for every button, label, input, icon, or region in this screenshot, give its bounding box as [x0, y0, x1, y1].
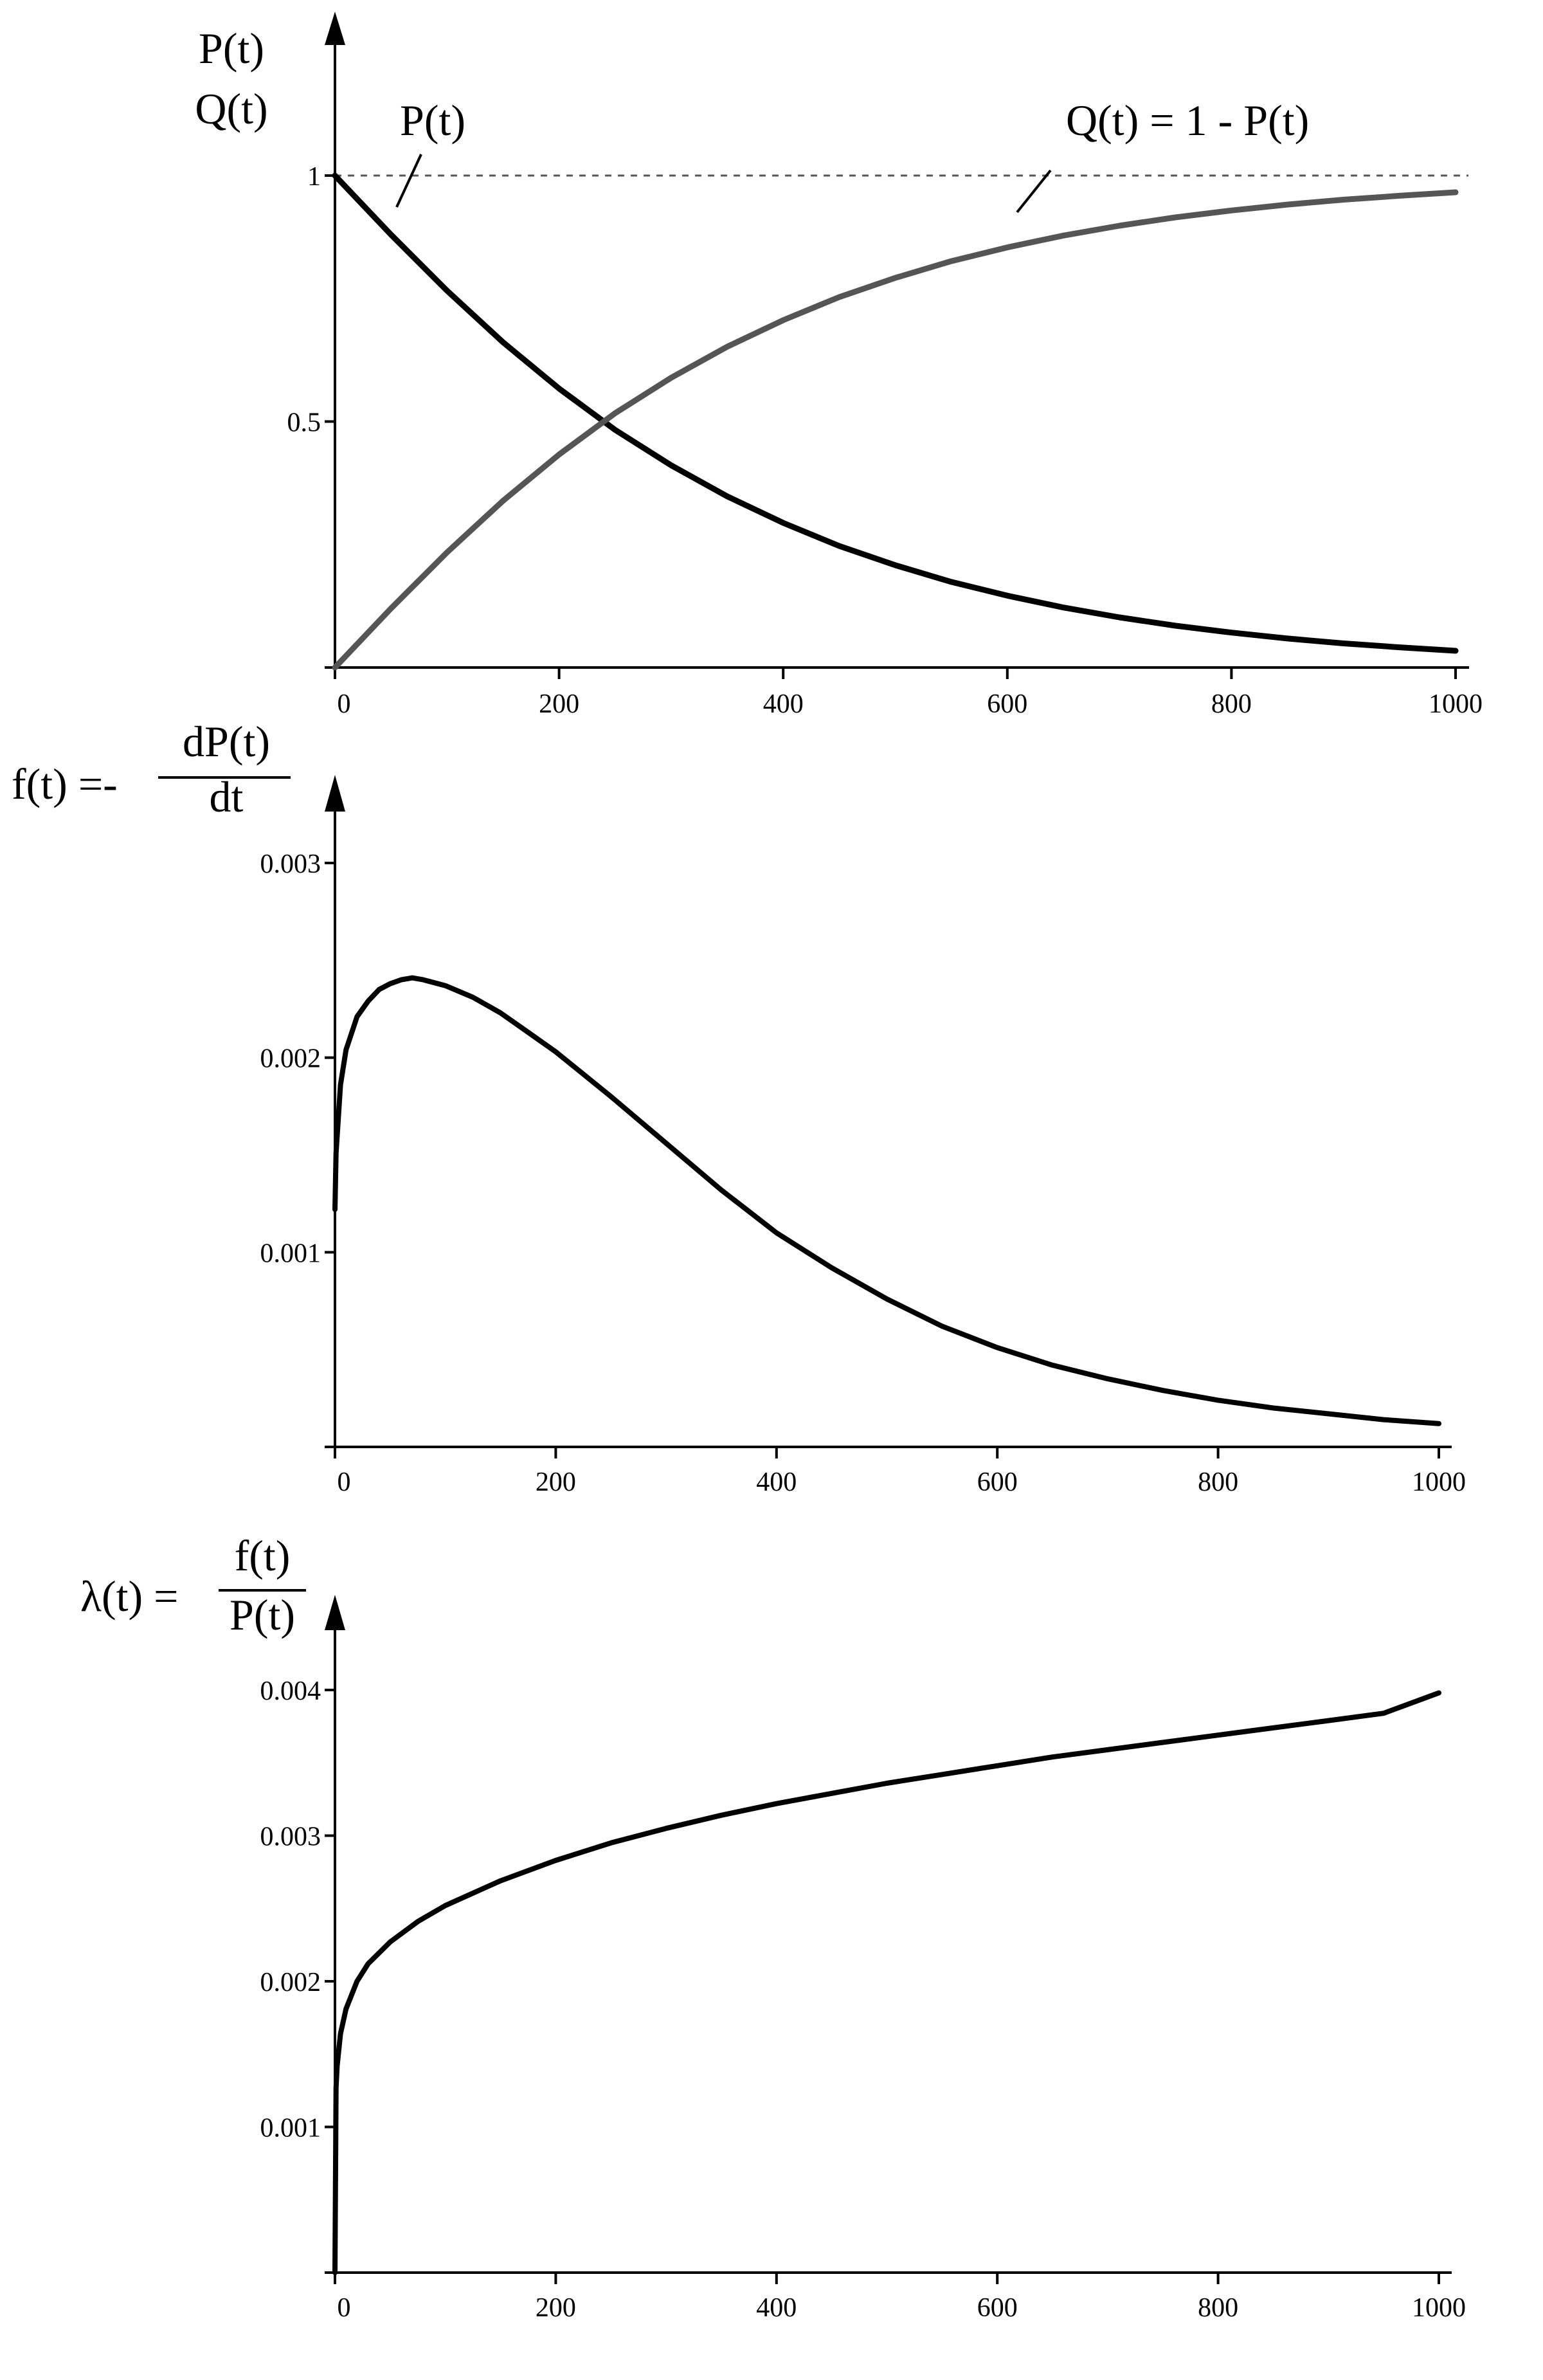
y-axis-label-lhs: λ(t) =	[80, 1572, 179, 1621]
x-tick-label: 1000	[1429, 689, 1483, 719]
annotation-q-leader	[1016, 169, 1052, 213]
y-ticks: 0.001 0.002 0.003 0.004	[260, 1676, 335, 2274]
x-tick-label: 1000	[1412, 2293, 1466, 2323]
series-group	[332, 172, 1459, 671]
series-group	[332, 1690, 1441, 2275]
x-tick-label: 200	[536, 1467, 576, 1497]
y-tick-label: 0.003	[260, 849, 321, 879]
y-tick-label: 0.004	[260, 1676, 321, 1706]
x-tick-label: 800	[1211, 689, 1252, 719]
y-axis-arrow-icon	[325, 775, 345, 812]
y-axis-label-numerator: f(t)	[235, 1531, 291, 1580]
series-line-q	[332, 189, 1459, 671]
y-axis-label-denominator: P(t)	[230, 1590, 295, 1639]
x-tick-label: 200	[539, 689, 579, 719]
annotation-p: P(t)	[400, 96, 465, 145]
annotation-q: Q(t) = 1 - P(t)	[1066, 96, 1309, 145]
y-axis-label-denominator: dt	[210, 772, 244, 821]
x-tick-label: 400	[763, 689, 804, 719]
x-tick-label: 800	[1198, 1467, 1238, 1497]
panel-density: f(t) =- dP(t) dt 0.001 0.002 0.003 0 200 400…	[12, 717, 1466, 1497]
y-tick-label: 0.001	[260, 2114, 321, 2143]
annotation-p-leader	[395, 154, 422, 208]
x-ticks: 0 200 400 600 800 1000	[334, 668, 1483, 719]
x-tick-label: 0	[338, 1467, 351, 1497]
y-axis-label-p: P(t)	[199, 24, 264, 73]
y-tick-label: 0.002	[260, 1968, 321, 1997]
y-ticks: 0.001 0.002 0.003	[260, 849, 335, 1448]
panel-hazard-rate: λ(t) = f(t) P(t) 0.001 0.002 0.003 0.004 0 2…	[80, 1531, 1466, 2323]
x-tick-label: 600	[977, 1467, 1018, 1497]
x-tick-label: 600	[987, 689, 1027, 719]
x-tick-label: 200	[536, 2293, 576, 2323]
series-group	[332, 975, 1441, 1426]
y-axis-label-numerator: dP(t)	[183, 717, 270, 766]
y-tick-label: 0.002	[260, 1044, 321, 1074]
x-tick-label: 600	[977, 2293, 1018, 2323]
y-axis-label-q: Q(t)	[195, 84, 267, 133]
y-axis-arrow-icon	[325, 1595, 345, 1630]
series-line-p	[332, 172, 1459, 654]
x-tick-label: 400	[756, 1467, 797, 1497]
y-tick-label: 0.5	[287, 408, 321, 438]
x-ticks: 0 200 400 600 800 1000	[334, 2273, 1466, 2323]
y-tick-label: 0.003	[260, 1822, 321, 1852]
y-axis-label-lhs: f(t) =-	[12, 759, 118, 808]
panel-reliability: P(t) Q(t) 0.51 0 200 400 600 800 1000 P(t) Q(…	[195, 12, 1483, 719]
y-tick-label: 1	[307, 162, 321, 192]
series-line-curve	[332, 1690, 1441, 2275]
x-tick-label: 0	[338, 2293, 351, 2323]
x-tick-label: 800	[1198, 2293, 1238, 2323]
y-axis-arrow-icon	[325, 12, 345, 45]
y-ticks: 0.51	[287, 162, 335, 669]
series-line-curve	[332, 975, 1441, 1426]
x-ticks: 0 200 400 600 800 1000	[334, 1447, 1466, 1497]
y-tick-label: 0.001	[260, 1239, 321, 1268]
x-tick-label: 1000	[1412, 1467, 1466, 1497]
x-tick-label: 0	[338, 689, 351, 719]
x-tick-label: 400	[756, 2293, 797, 2323]
